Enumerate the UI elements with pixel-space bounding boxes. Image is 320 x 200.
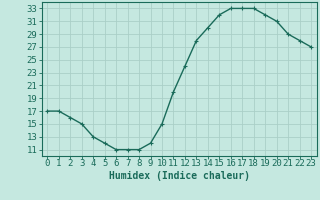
X-axis label: Humidex (Indice chaleur): Humidex (Indice chaleur) xyxy=(109,171,250,181)
